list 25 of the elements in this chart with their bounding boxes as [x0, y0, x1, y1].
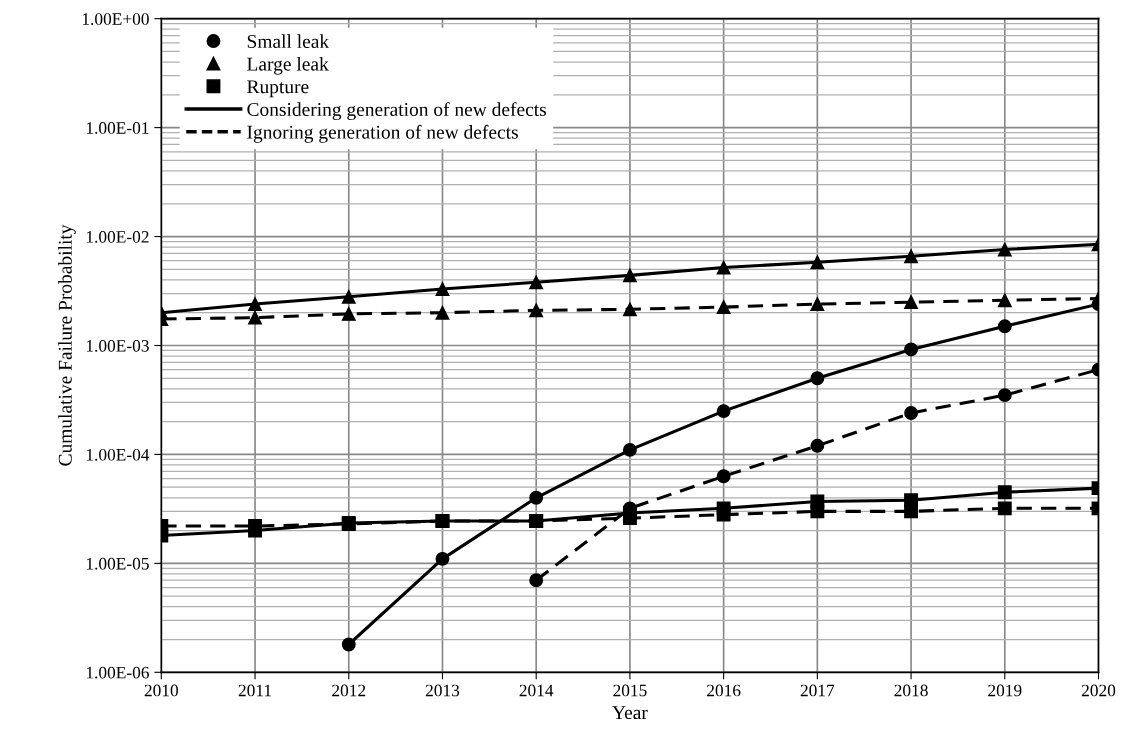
- y-tick-label: 1.00E-05: [86, 557, 149, 570]
- legend-label: Rupture: [247, 80, 309, 98]
- y-tick-label: 1.00E-04: [86, 448, 150, 461]
- x-tick-label: 2013: [425, 684, 460, 697]
- x-tick-label: 2012: [332, 684, 366, 697]
- annotation: Ignoring generation of new defects: [247, 124, 518, 143]
- x-tick-label: 2011: [238, 684, 272, 697]
- x-tick-label: 2019: [988, 684, 1022, 697]
- x-tick-label: 2018: [894, 684, 928, 697]
- x-tick-label: 2010: [144, 684, 179, 697]
- x-tick-label: 2014: [519, 684, 554, 697]
- y-tick-label: 1.00E-02: [86, 231, 149, 243]
- y-tick-label: 1.00E-06: [86, 666, 149, 679]
- x-axis-title: Year: [612, 706, 648, 720]
- y-tick-label: 1.00E-03: [86, 339, 149, 352]
- legend-label: Small leak: [247, 34, 330, 49]
- x-tick-label: 2016: [707, 684, 741, 697]
- y-axis-title: Cumulative Failure Probability: [58, 224, 76, 466]
- x-tick-label: 2017: [800, 684, 835, 697]
- x-tick-label: 2020: [1081, 684, 1116, 697]
- annotation: Considering generation of new defects: [247, 102, 547, 121]
- y-tick-label: 1.00E-01: [86, 122, 149, 134]
- y-tick-label: 1.00E+00: [82, 13, 149, 25]
- x-tick-label: 2015: [613, 684, 647, 697]
- legend-label: Large leak: [247, 56, 329, 75]
